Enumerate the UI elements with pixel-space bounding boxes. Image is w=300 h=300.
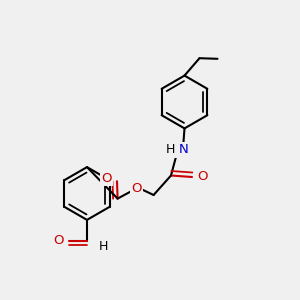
Text: H: H bbox=[98, 240, 108, 253]
Text: O: O bbox=[53, 233, 64, 247]
Text: O: O bbox=[197, 170, 208, 184]
Text: H: H bbox=[166, 143, 176, 157]
Text: N: N bbox=[178, 143, 188, 157]
Text: O: O bbox=[131, 182, 142, 195]
Text: O: O bbox=[101, 172, 112, 185]
